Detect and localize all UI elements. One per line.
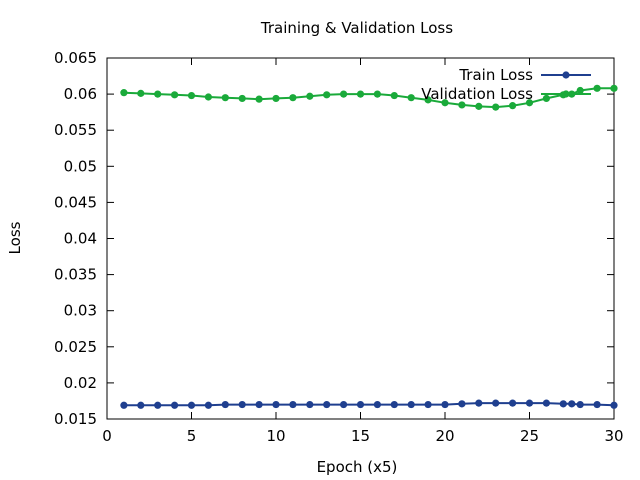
x-tick-label: 15 — [351, 427, 370, 445]
legend-label: Validation Loss — [421, 85, 533, 103]
legend-label: Train Loss — [458, 66, 533, 84]
data-point — [272, 94, 280, 103]
data-point — [576, 400, 584, 409]
x-tick-label: 20 — [435, 427, 454, 445]
data-point — [492, 103, 500, 111]
data-point — [610, 401, 618, 409]
data-point — [390, 400, 398, 409]
series-line — [123, 87, 614, 109]
y-tick-label: 0.035 — [54, 266, 97, 284]
data-point — [272, 400, 280, 409]
data-point — [508, 102, 517, 110]
y-tick-label: 0.03 — [64, 302, 97, 320]
chart-title: Training & Validation Loss — [260, 19, 453, 37]
data-point — [390, 91, 398, 100]
data-point — [373, 400, 381, 409]
data-point — [137, 401, 145, 409]
data-point — [171, 91, 179, 99]
y-tick-label: 0.06 — [64, 85, 97, 103]
data-point — [323, 400, 331, 409]
data-point — [475, 102, 483, 110]
data-point — [289, 400, 297, 409]
data-point — [356, 90, 365, 98]
data-point — [568, 400, 576, 408]
data-point — [508, 399, 517, 407]
data-point — [542, 399, 551, 407]
y-tick-label: 0.055 — [54, 121, 97, 139]
legend-marker — [562, 90, 570, 98]
series-line — [123, 402, 615, 407]
data-point — [137, 89, 145, 97]
x-tick-label: 25 — [520, 427, 539, 445]
data-point — [120, 89, 128, 97]
data-point — [610, 84, 618, 92]
data-point — [373, 90, 381, 98]
data-point — [289, 94, 297, 102]
data-point — [576, 86, 584, 95]
data-point — [171, 401, 179, 409]
data-point — [306, 400, 314, 409]
data-point — [424, 400, 432, 409]
data-point — [475, 399, 483, 407]
data-point — [458, 101, 466, 109]
data-point — [187, 91, 196, 100]
data-point — [255, 400, 263, 409]
legend-marker — [562, 71, 570, 79]
y-axis-label: Loss — [6, 221, 24, 254]
data-point — [340, 90, 348, 98]
y-tick-label: 0.04 — [64, 230, 97, 248]
data-point — [593, 84, 601, 92]
data-point — [407, 400, 415, 409]
y-axis: 0.015 0.02 0.025 0.03 0.035 0.04 0.045 0.05 0.05… — [54, 49, 614, 428]
x-tick-label: 5 — [187, 427, 197, 445]
data-point — [525, 99, 534, 107]
data-point — [221, 94, 229, 102]
y-tick-label: 0.045 — [54, 193, 97, 211]
data-point — [559, 400, 567, 408]
y-tick-label: 0.065 — [54, 49, 97, 67]
data-point — [340, 400, 348, 409]
data-point — [458, 400, 466, 408]
series-layer — [120, 84, 618, 409]
x-tick-label: 30 — [604, 427, 623, 445]
data-point — [120, 401, 128, 409]
y-tick-label: 0.025 — [54, 338, 97, 356]
x-tick-label: 10 — [266, 427, 285, 445]
data-point — [356, 400, 365, 409]
data-point — [255, 95, 263, 103]
x-axis: 0 5 10 15 20 25 30 — [102, 58, 624, 445]
data-point — [407, 94, 415, 102]
y-tick-label: 0.05 — [64, 157, 97, 175]
data-point — [154, 90, 162, 98]
data-point — [492, 399, 500, 407]
data-point — [441, 99, 449, 107]
x-axis-label: Epoch (x5) — [317, 458, 398, 476]
data-point — [525, 399, 534, 407]
data-point — [204, 93, 212, 101]
data-point — [323, 91, 331, 99]
data-point — [204, 401, 212, 409]
data-point — [424, 96, 432, 104]
data-point — [238, 400, 246, 409]
x-tick-label: 0 — [102, 427, 112, 445]
data-point — [441, 400, 449, 409]
data-point — [221, 400, 229, 409]
y-tick-label: 0.015 — [54, 410, 97, 428]
data-point — [542, 94, 551, 103]
y-tick-label: 0.02 — [64, 374, 97, 392]
plot-area — [106, 57, 615, 420]
data-point — [306, 92, 314, 100]
data-point — [187, 401, 196, 409]
data-point — [238, 94, 246, 103]
data-point — [593, 400, 601, 409]
data-point — [154, 401, 162, 409]
